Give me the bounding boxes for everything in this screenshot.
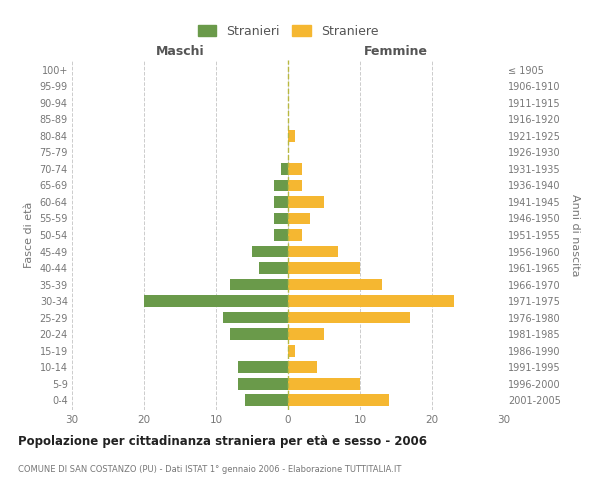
Bar [288,180,302,192]
Bar [288,295,454,307]
Text: Maschi: Maschi [155,46,205,59]
Bar [288,378,360,390]
Bar [274,212,288,224]
Bar [288,394,389,406]
Bar [288,163,302,175]
Bar [281,163,288,175]
Bar [288,246,338,258]
Bar [288,312,410,324]
Bar [288,130,295,142]
Bar [230,328,288,340]
Bar [288,278,382,290]
Bar [230,278,288,290]
Bar [288,344,295,356]
Bar [252,246,288,258]
Bar [259,262,288,274]
Bar [288,212,310,224]
Bar [288,328,324,340]
Bar [288,361,317,373]
Bar [238,361,288,373]
Bar [245,394,288,406]
Bar [238,378,288,390]
Bar [274,180,288,192]
Bar [288,262,360,274]
Text: COMUNE DI SAN COSTANZO (PU) - Dati ISTAT 1° gennaio 2006 - Elaborazione TUTTITAL: COMUNE DI SAN COSTANZO (PU) - Dati ISTAT… [18,465,401,474]
Legend: Stranieri, Straniere: Stranieri, Straniere [194,21,382,42]
Text: Popolazione per cittadinanza straniera per età e sesso - 2006: Popolazione per cittadinanza straniera p… [18,435,427,448]
Y-axis label: Anni di nascita: Anni di nascita [571,194,580,276]
Bar [288,229,302,241]
Text: Femmine: Femmine [364,46,428,59]
Bar [274,229,288,241]
Bar [223,312,288,324]
Bar [288,196,324,208]
Y-axis label: Fasce di età: Fasce di età [24,202,34,268]
Bar [144,295,288,307]
Bar [274,196,288,208]
